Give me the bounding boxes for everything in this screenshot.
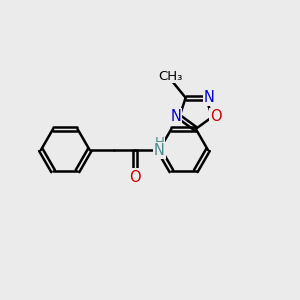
Text: N: N — [154, 143, 165, 158]
Text: CH₃: CH₃ — [159, 70, 183, 83]
Text: N: N — [204, 90, 215, 105]
Text: H: H — [154, 136, 164, 149]
Text: O: O — [210, 110, 221, 124]
Text: O: O — [129, 169, 141, 184]
Text: N: N — [170, 110, 181, 124]
